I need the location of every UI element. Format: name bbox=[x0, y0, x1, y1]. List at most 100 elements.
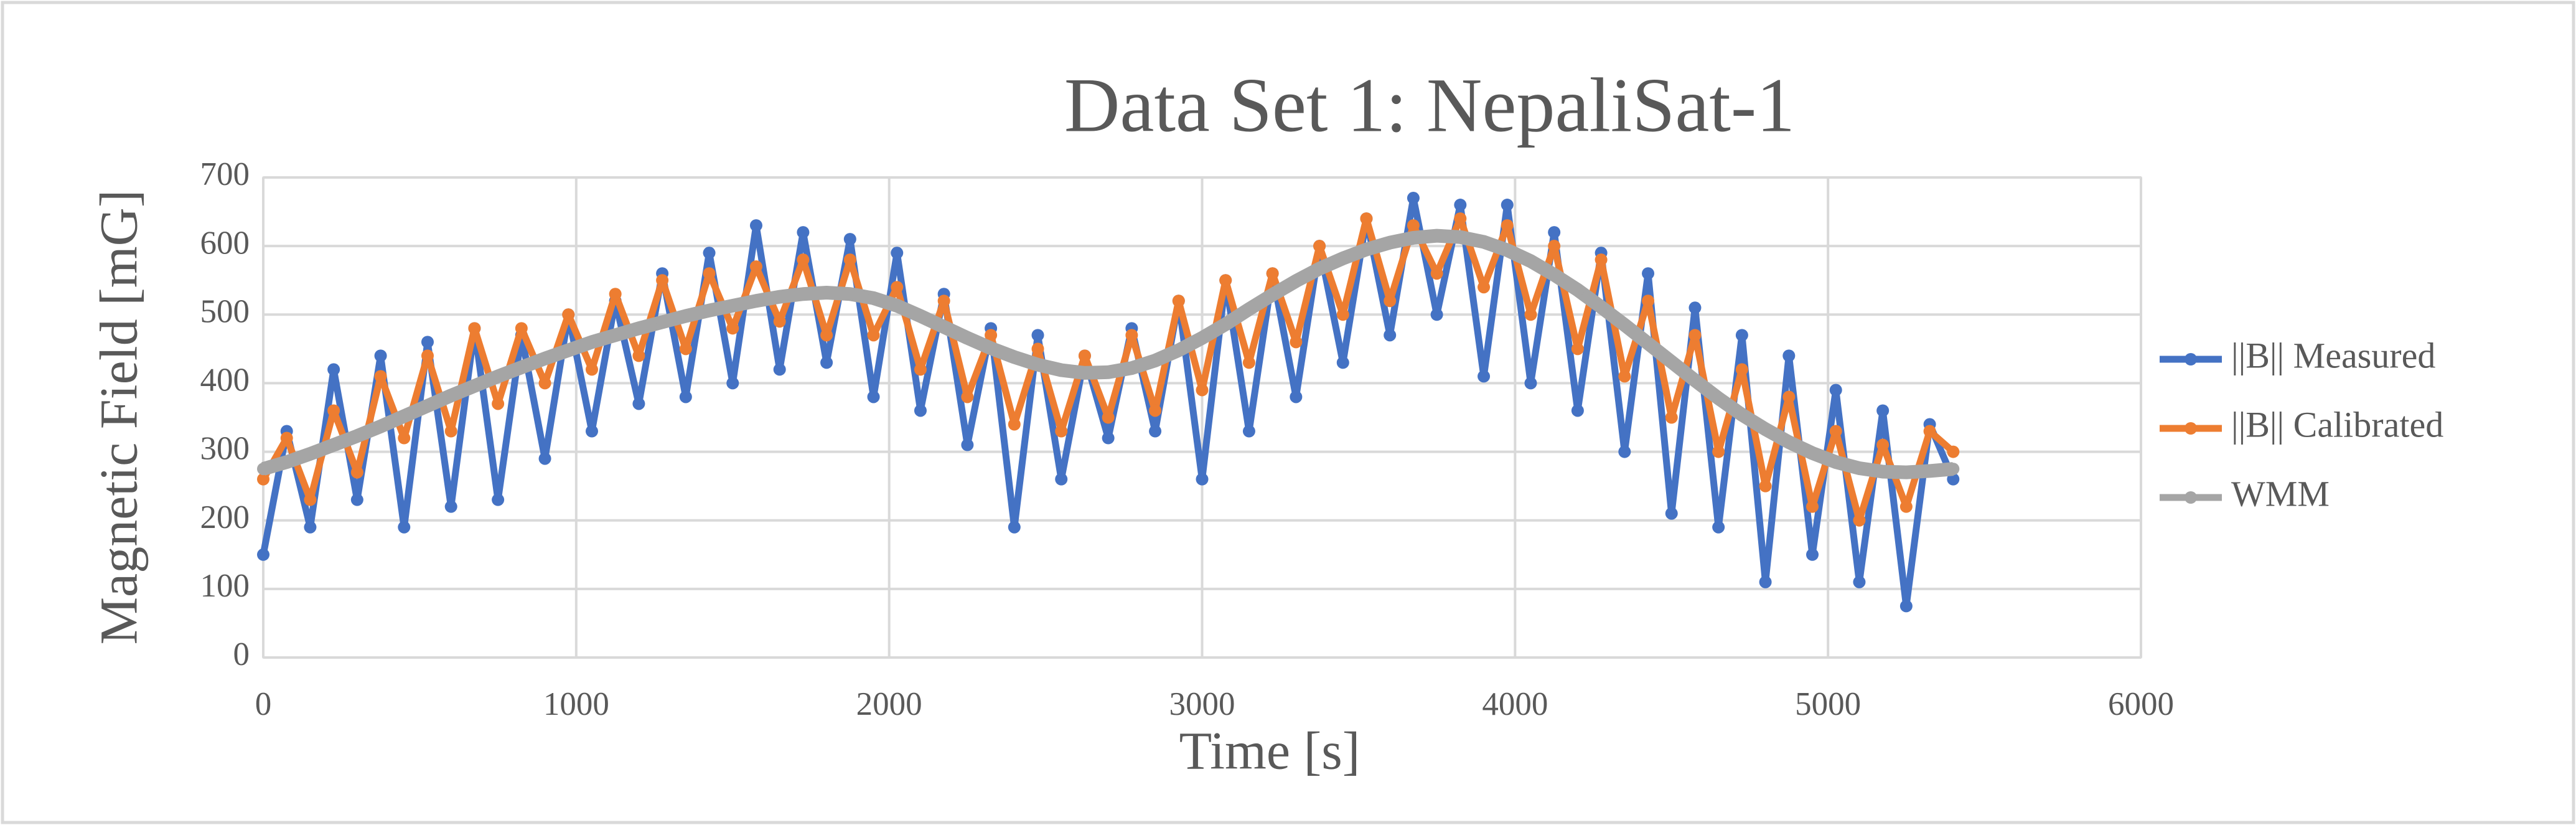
data-point bbox=[1031, 329, 1044, 342]
data-point bbox=[562, 344, 575, 357]
data-point bbox=[1196, 384, 1209, 397]
data-point bbox=[257, 463, 269, 476]
data-point bbox=[1548, 240, 1561, 253]
data-point bbox=[1242, 303, 1255, 316]
data-point bbox=[421, 349, 434, 362]
data-point bbox=[350, 466, 363, 479]
data-point bbox=[749, 219, 762, 232]
data-point bbox=[1384, 329, 1397, 342]
legend-marker bbox=[2185, 422, 2197, 435]
data-point bbox=[327, 363, 340, 376]
x-tick-label: 1000 bbox=[543, 686, 609, 722]
data-point bbox=[1571, 283, 1584, 296]
data-point bbox=[1055, 425, 1068, 438]
data-point bbox=[609, 329, 622, 342]
data-point bbox=[1524, 308, 1537, 321]
data-point bbox=[1759, 575, 1772, 588]
data-point bbox=[797, 288, 810, 301]
data-point bbox=[1172, 344, 1185, 357]
data-point bbox=[1571, 404, 1584, 417]
data-point bbox=[1407, 219, 1420, 232]
data-point bbox=[679, 342, 692, 356]
data-point bbox=[1923, 464, 1936, 478]
data-point bbox=[937, 295, 950, 308]
data-point bbox=[1947, 463, 1960, 476]
data-point bbox=[1219, 274, 1232, 287]
data-point bbox=[961, 438, 974, 451]
data-point bbox=[820, 286, 833, 299]
data-point bbox=[350, 493, 363, 506]
data-point bbox=[1031, 358, 1044, 371]
data-point bbox=[1384, 295, 1397, 308]
data-point bbox=[374, 349, 387, 362]
data-point bbox=[843, 233, 856, 246]
data-point bbox=[1290, 275, 1303, 288]
data-point bbox=[1031, 342, 1044, 356]
data-point bbox=[867, 329, 880, 342]
data-point bbox=[492, 493, 505, 506]
data-point bbox=[1618, 318, 1631, 331]
data-point bbox=[1665, 356, 1678, 369]
chart-title: Data Set 1: NepaliSat-1 bbox=[1064, 62, 1795, 148]
data-point bbox=[468, 322, 481, 335]
data-point bbox=[985, 329, 998, 342]
data-point bbox=[843, 288, 856, 301]
data-point bbox=[703, 304, 716, 317]
data-point bbox=[1125, 329, 1138, 342]
data-point bbox=[820, 329, 833, 342]
x-tick-label: 5000 bbox=[1795, 686, 1861, 722]
data-point bbox=[1665, 411, 1678, 424]
data-point bbox=[398, 521, 411, 534]
data-point bbox=[1055, 364, 1068, 377]
y-tick-label: 200 bbox=[200, 499, 250, 535]
data-point bbox=[1478, 235, 1491, 248]
data-point bbox=[914, 309, 927, 323]
x-tick-label: 3000 bbox=[1169, 686, 1235, 722]
data-point bbox=[1899, 500, 1913, 513]
data-point bbox=[1806, 500, 1819, 513]
x-tick-label: 4000 bbox=[1482, 686, 1548, 722]
data-point bbox=[679, 390, 692, 403]
data-point bbox=[1008, 351, 1021, 364]
data-point bbox=[1242, 356, 1255, 369]
data-point bbox=[1008, 418, 1021, 431]
data-point bbox=[304, 521, 317, 534]
data-point bbox=[773, 363, 786, 376]
data-point bbox=[444, 425, 457, 438]
data-point bbox=[1899, 600, 1913, 613]
data-point bbox=[1595, 301, 1608, 314]
data-point bbox=[257, 548, 269, 561]
data-point bbox=[398, 431, 411, 445]
data-point bbox=[1102, 431, 1115, 445]
data-point bbox=[398, 410, 411, 423]
data-point bbox=[726, 299, 739, 312]
data-point bbox=[1008, 521, 1021, 534]
data-point bbox=[1806, 446, 1819, 460]
data-point bbox=[1055, 473, 1068, 486]
data-point bbox=[350, 430, 363, 443]
data-point bbox=[797, 226, 810, 239]
data-point bbox=[1688, 329, 1702, 342]
data-point bbox=[515, 361, 528, 374]
data-point bbox=[632, 349, 645, 362]
data-point bbox=[1688, 301, 1702, 314]
data-point bbox=[1947, 445, 1960, 458]
data-point bbox=[867, 390, 880, 403]
data-point bbox=[1219, 318, 1232, 331]
data-point bbox=[280, 456, 293, 469]
data-point bbox=[961, 331, 974, 344]
data-point bbox=[1524, 255, 1537, 268]
data-point bbox=[1478, 281, 1491, 294]
data-point bbox=[421, 399, 434, 412]
data-point bbox=[891, 281, 904, 294]
data-point bbox=[327, 438, 340, 451]
data-point bbox=[1430, 308, 1443, 321]
y-tick-label: 500 bbox=[200, 293, 250, 329]
legend-marker bbox=[2185, 491, 2197, 504]
data-point bbox=[1196, 331, 1209, 344]
data-point bbox=[421, 336, 434, 349]
data-point bbox=[632, 322, 645, 335]
data-point bbox=[492, 397, 505, 410]
